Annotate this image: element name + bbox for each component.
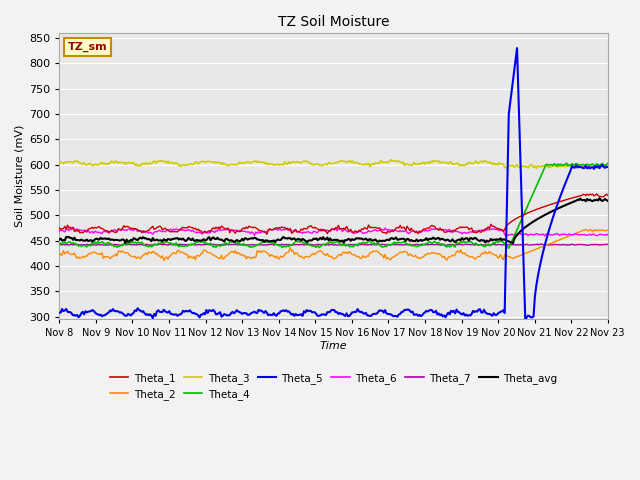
Title: TZ Soil Moisture: TZ Soil Moisture [278, 15, 389, 29]
X-axis label: Time: Time [320, 341, 348, 351]
Legend: Theta_1, Theta_2, Theta_3, Theta_4, Theta_5, Theta_6, Theta_7, Theta_avg: Theta_1, Theta_2, Theta_3, Theta_4, Thet… [106, 369, 561, 404]
Text: TZ_sm: TZ_sm [68, 42, 107, 52]
Y-axis label: Soil Moisture (mV): Soil Moisture (mV) [15, 125, 25, 227]
